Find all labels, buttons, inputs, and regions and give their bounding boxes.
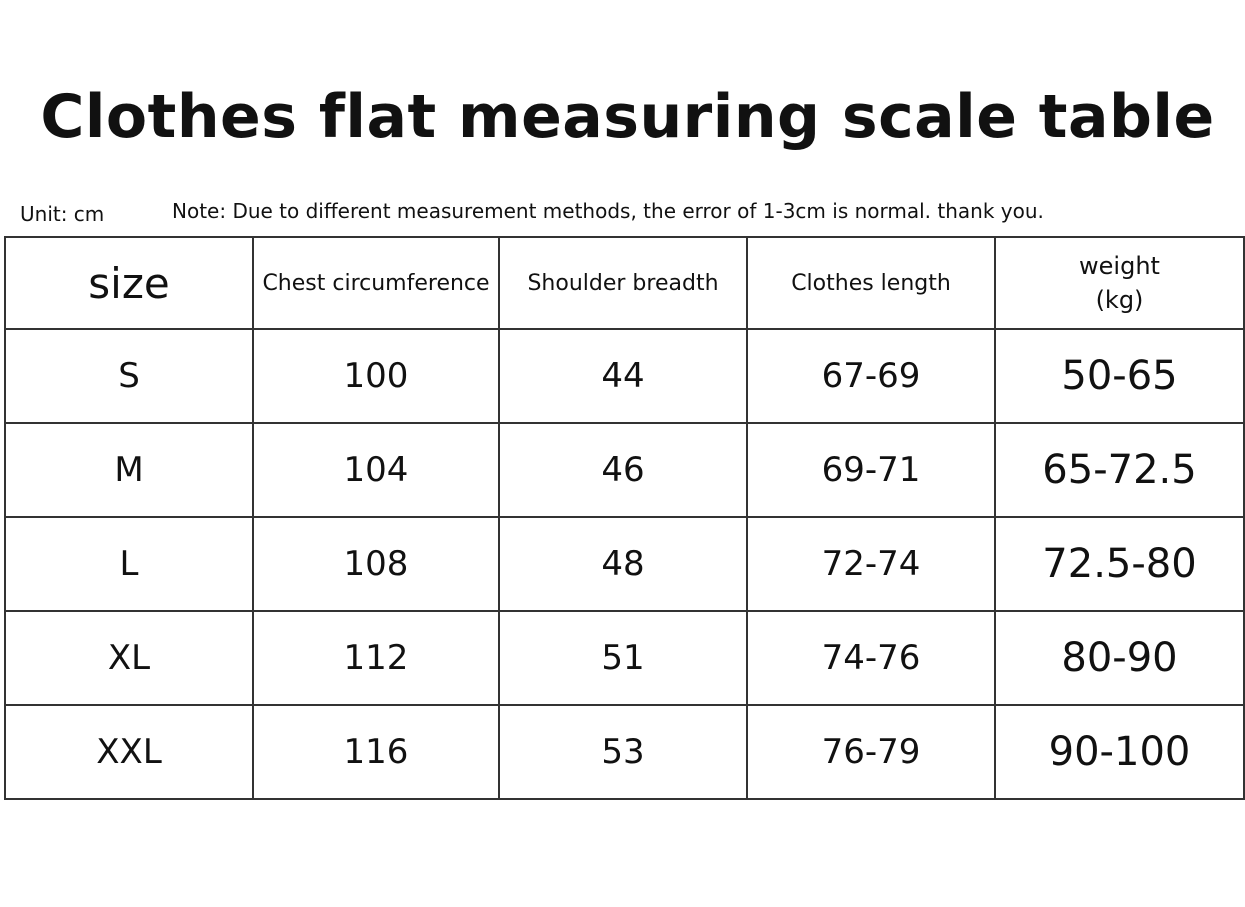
table-cell: 108 (252, 516, 500, 612)
table-cell: 46 (498, 422, 748, 518)
table-cell: S (4, 328, 254, 424)
table-cell: 44 (498, 328, 748, 424)
size-table: size Chest circumference Shoulder breadth C… (4, 236, 1245, 800)
note: Note: Due to different measurement metho… (172, 199, 1044, 223)
table-cell: 69-71 (746, 422, 996, 518)
table-cell: 116 (252, 704, 500, 800)
table-cell: 48 (498, 516, 748, 612)
table-cell: 112 (252, 610, 500, 706)
table-cell: 72.5-80 (994, 516, 1245, 612)
column-header: Shoulder breadth (498, 236, 748, 330)
table-cell: 90-100 (994, 704, 1245, 800)
table-cell: 50-65 (994, 328, 1245, 424)
table-cell: 67-69 (746, 328, 996, 424)
table-cell: 100 (252, 328, 500, 424)
title: Clothes flat measuring scale table (40, 82, 1215, 152)
table-row: L 108 48 72-74 72.5-80 (4, 516, 1245, 612)
column-header: Chest circumference (252, 236, 500, 330)
table-cell: 76-79 (746, 704, 996, 800)
column-header: weight (kg) (994, 236, 1245, 330)
unit-label: Unit: cm (20, 202, 105, 226)
table-row: XXL 116 53 76-79 90-100 (4, 704, 1245, 800)
table-cell: 65-72.5 (994, 422, 1245, 518)
table-cell: 74-76 (746, 610, 996, 706)
table-cell: L (4, 516, 254, 612)
column-header: size (4, 236, 254, 330)
table-cell: 53 (498, 704, 748, 800)
table-cell: 72-74 (746, 516, 996, 612)
header-row: size Chest circumference Shoulder breadth C… (4, 236, 1245, 330)
table-cell: M (4, 422, 254, 518)
table-body: S 100 44 67-69 50-65 M 104 46 69-71 65-72.5 L 108 48… (4, 328, 1245, 800)
table-row: XL 112 51 74-76 80-90 (4, 610, 1245, 706)
column-header: Clothes length (746, 236, 996, 330)
table-row: S 100 44 67-69 50-65 (4, 328, 1245, 424)
table-cell: XL (4, 610, 254, 706)
table-cell: 51 (498, 610, 748, 706)
table-cell: XXL (4, 704, 254, 800)
table-row: M 104 46 69-71 65-72.5 (4, 422, 1245, 518)
table-cell: 80-90 (994, 610, 1245, 706)
table-cell: 104 (252, 422, 500, 518)
